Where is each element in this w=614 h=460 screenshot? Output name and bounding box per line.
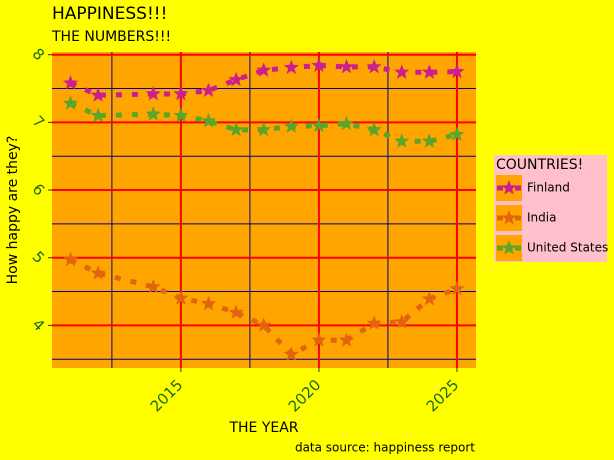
point (173, 86, 189, 101)
point (90, 87, 106, 102)
legend-title: COUNTRIES! (496, 157, 583, 173)
legend-marker (501, 210, 517, 225)
x-axis-label: THE YEAR (228, 420, 298, 436)
point (421, 133, 437, 148)
point (366, 121, 382, 137)
point (449, 63, 465, 79)
y-axis-label: How happy are they? (5, 136, 21, 285)
point (200, 113, 217, 128)
point (256, 121, 272, 137)
point (311, 117, 327, 133)
point (338, 115, 355, 131)
point (145, 106, 161, 121)
caption: data source: happiness report (295, 441, 475, 455)
point (62, 75, 79, 90)
point (228, 304, 244, 319)
point (145, 278, 161, 294)
point (90, 107, 106, 123)
point (283, 59, 299, 74)
chart-subtitle: THE NUMBERS!!! (51, 29, 171, 45)
point (62, 251, 79, 267)
series-line (69, 257, 458, 358)
point (145, 86, 161, 101)
point (338, 58, 355, 74)
point (338, 332, 355, 347)
point (283, 346, 299, 361)
point (173, 107, 189, 123)
point (62, 95, 79, 110)
point (256, 62, 272, 77)
point (449, 280, 465, 296)
plot-panel (52, 52, 476, 368)
point (200, 295, 217, 311)
series-line (69, 101, 458, 144)
point (256, 317, 272, 332)
legend-marker (501, 180, 517, 195)
point (228, 71, 244, 87)
point (311, 332, 327, 347)
point (366, 58, 382, 74)
point (394, 64, 410, 79)
point (228, 121, 244, 137)
point (283, 118, 299, 133)
legend-label: Finland (527, 181, 570, 195)
chart-title: HAPPINESS!!! (52, 4, 167, 24)
legend-label: United States (527, 241, 608, 255)
point (311, 57, 327, 72)
series-line (69, 63, 458, 98)
point (173, 290, 189, 305)
point (90, 265, 106, 280)
point (394, 314, 410, 329)
legend-label: India (527, 211, 556, 225)
point (449, 126, 465, 141)
point (366, 315, 382, 330)
point (421, 291, 437, 306)
legend-marker (501, 240, 517, 255)
point (421, 64, 437, 79)
point (394, 133, 410, 148)
point (200, 82, 217, 97)
